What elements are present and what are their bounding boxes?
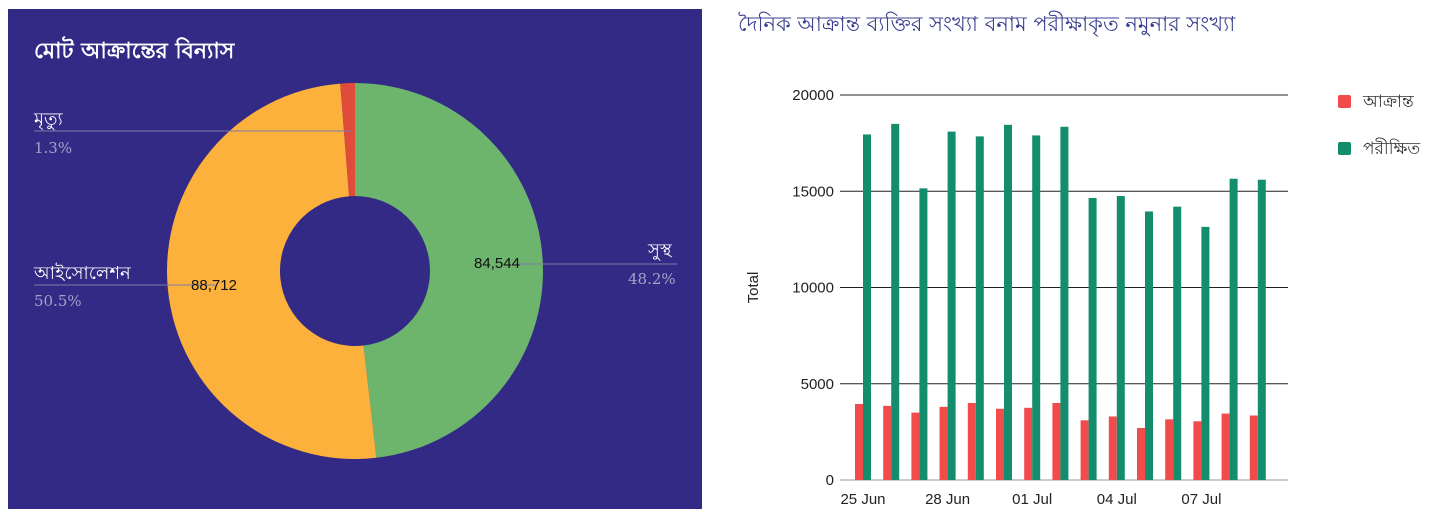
x-tick-label-6: 01 Jul <box>1012 491 1052 508</box>
bar-tested-7 <box>1060 126 1069 480</box>
bar-tested-10 <box>1145 211 1153 480</box>
donut-slice-0 <box>355 83 543 458</box>
y-tick-label-2: 10000 <box>792 280 834 297</box>
x-tick-label-12: 07 Jul <box>1181 491 1221 508</box>
y-tick-label-0: 0 <box>826 472 834 489</box>
bar-tested-13 <box>1229 178 1238 481</box>
bar-tested-11 <box>1173 206 1182 480</box>
bar-tested-4 <box>975 136 984 480</box>
donut-slice-2 <box>340 83 355 197</box>
donut-slice-name-0: সুস্থ <box>648 240 672 261</box>
x-tick-label-3: 28 Jun <box>925 491 970 508</box>
bar-affected-2 <box>911 412 920 480</box>
bar-tested-0 <box>863 134 871 480</box>
bar-tested-9 <box>1116 196 1125 480</box>
bar-affected-12 <box>1193 421 1202 480</box>
bar-affected-8 <box>1080 420 1089 480</box>
x-tick-label-0: 25 Jun <box>840 491 885 508</box>
y-tick-label-1: 5000 <box>801 376 834 393</box>
bar-affected-10 <box>1137 428 1145 480</box>
donut-chart-title: মোট আক্রান্তের বিন্যাস <box>34 39 235 64</box>
bar-tested-14 <box>1257 179 1266 480</box>
bar-chart-title: দৈনিক আক্রান্ত ব্যক্তির সংখ্যা বনাম পরীক… <box>738 12 1236 36</box>
bar-tested-5 <box>1004 124 1012 481</box>
bar-affected-7 <box>1052 403 1061 480</box>
donut-slice-1 <box>166 83 377 460</box>
legend-swatch-1 <box>1338 142 1351 155</box>
bar-affected-1 <box>883 405 892 480</box>
bar-chart: 0 5000 10000 15000 20000 25 Jun 28 Jun 01 Jul 04… <box>745 87 1420 508</box>
bar-affected-3 <box>939 406 948 480</box>
bar-affected-9 <box>1108 416 1117 480</box>
y-tick-label-4: 20000 <box>792 87 834 104</box>
bar-tested-3 <box>947 131 956 480</box>
bar-affected-4 <box>967 403 976 480</box>
donut-slice-percent-1: 50.5% <box>34 292 82 310</box>
bar-tested-1 <box>891 123 900 480</box>
bar-affected-0 <box>855 403 863 480</box>
bar-tested-6 <box>1032 135 1041 481</box>
donut-value-label-1: 88,712 <box>191 277 237 294</box>
x-tick-label-9: 04 Jul <box>1097 491 1137 508</box>
bar-tested-2 <box>919 188 928 481</box>
legend-label-1: পরীক্ষিত <box>1363 138 1420 159</box>
bar-tested-12 <box>1201 226 1210 480</box>
legend-label-0: আক্রান্ত <box>1362 92 1414 112</box>
bar-affected-13 <box>1221 413 1230 480</box>
bar-affected-14 <box>1249 415 1258 480</box>
y-tick-label-3: 15000 <box>792 183 834 200</box>
donut-slice-percent-0: 48.2% <box>628 270 676 288</box>
donut-value-label-0: 84,544 <box>474 255 520 272</box>
donut-slice-name-1: আইসোলেশন <box>34 263 131 284</box>
donut-slice-percent-2: 1.3% <box>34 139 73 157</box>
y-axis-label: Total <box>745 272 762 304</box>
donut-slice-name-2: মৃত্যু <box>34 109 63 130</box>
bar-affected-6 <box>1024 407 1033 480</box>
bar-tested-8 <box>1088 197 1097 481</box>
legend-swatch-0 <box>1338 95 1351 108</box>
bar-affected-5 <box>996 408 1004 480</box>
bar-affected-11 <box>1165 419 1174 480</box>
